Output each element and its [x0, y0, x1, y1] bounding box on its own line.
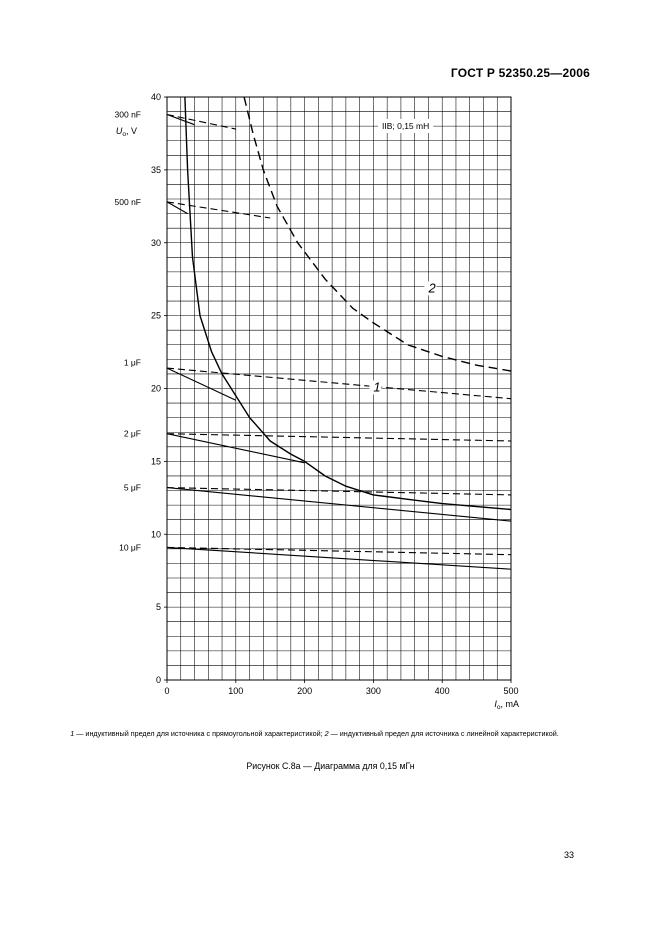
y-tick-label: 20: [151, 384, 161, 394]
y-tick-label: 25: [151, 311, 161, 321]
figure-title: Рисунок С.8а — Диаграмма для 0,15 мГн: [246, 761, 415, 771]
annotation-backdrop: [378, 119, 434, 133]
chart-series: [166, 96, 512, 570]
y-tick-label: 10: [151, 529, 161, 539]
x-tick-label: 100: [228, 686, 243, 696]
curve-label-backdrop: [369, 380, 382, 395]
y-tick-label: 0: [156, 675, 161, 685]
standard-number: ГОСТ Р 52350.25—2006: [450, 66, 590, 80]
capacitor-line-300nF-dashed: [166, 113, 236, 130]
curve-label-2: 2: [427, 280, 436, 295]
capacitor-line-500nF-solid: [166, 201, 188, 215]
caption-text-2: — индуктивный предел для источника с лин…: [328, 729, 559, 738]
x-tick-label: 500: [503, 686, 518, 696]
caption-text-1: — индуктивный предел для источника с пря…: [74, 729, 325, 738]
capacitor-line-5uF-solid: [166, 487, 512, 522]
capacitor-line-1uF-dashed: [166, 367, 512, 400]
y-tick-label: 35: [151, 165, 161, 175]
figure-caption: 1 — индуктивный предел для источника с п…: [42, 728, 587, 740]
page-number: 33: [564, 850, 575, 860]
x-axis-label: Io, mA: [494, 699, 519, 711]
capacitor-line-2uF-dashed: [166, 433, 512, 442]
curve-label-1: 1: [373, 379, 380, 394]
chart-grid: [167, 97, 511, 680]
y-tick-label: 5: [156, 602, 161, 612]
caption-num-2: 2: [324, 729, 329, 738]
x-tick-label: 0: [164, 686, 169, 696]
y-tick-label: 30: [151, 238, 161, 248]
capacitor-line-10uF-solid: [166, 546, 512, 570]
x-tick-label: 200: [297, 686, 312, 696]
chart-labels: IIB; 0,15 mH 300 nF 500 nF 1 μF 2 μF 5 μF 10 μ…: [115, 109, 437, 552]
chart-annotation: IIB; 0,15 mH: [382, 121, 429, 131]
capacitor-line-2uF-solid: [166, 433, 305, 464]
capacitor-line-500nF-dashed: [166, 201, 271, 219]
capacitor-label: 10 μF: [119, 542, 141, 552]
series-line-1: [184, 96, 512, 511]
capacitor-label: 500 nF: [115, 197, 141, 207]
capacitor-label: 1 μF: [124, 357, 141, 367]
series-line-2: [243, 96, 512, 372]
capacitor-line-10uF-dashed: [166, 546, 512, 556]
capacitor-label: 300 nF: [115, 109, 141, 119]
x-tick-label: 300: [366, 686, 381, 696]
y-axis-label: Uo, V: [116, 126, 137, 138]
x-tick-label: 400: [435, 686, 450, 696]
y-tick-label: 40: [151, 92, 161, 102]
caption-num-1: 1: [70, 729, 75, 738]
capacitor-line-300nF-solid: [166, 113, 195, 126]
capacitor-line-1uF-solid: [166, 367, 237, 401]
capacitor-line-5uF-dashed: [166, 487, 512, 496]
curve-label-backdrop: [424, 281, 437, 296]
capacitor-label: 2 μF: [124, 429, 141, 439]
y-tick-label: 15: [151, 456, 161, 466]
capacitor-label: 5 μF: [124, 483, 141, 493]
